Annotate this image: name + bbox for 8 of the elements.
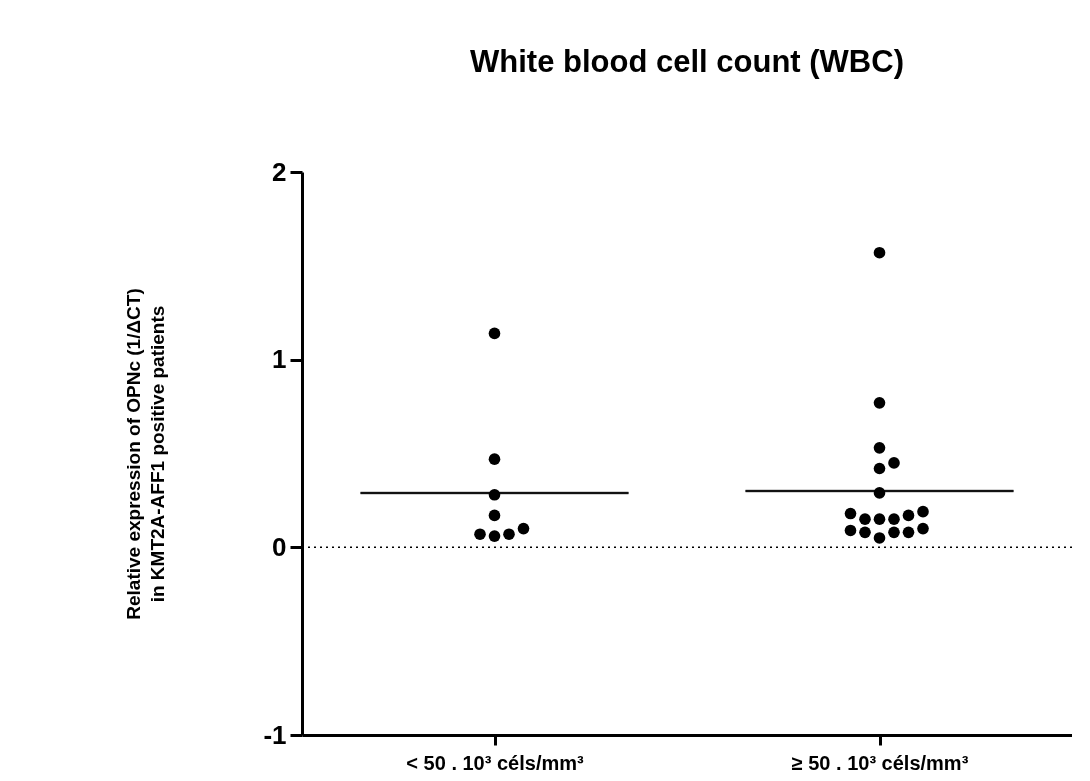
y-tick-label: 2 <box>272 156 287 187</box>
y-tick-label: 0 <box>272 531 287 562</box>
y-tick-label: -1 <box>263 719 287 750</box>
y-axis-title: Relative expression of OPNc (1/ΔCT) in KMT2A-AFF1 positive patients <box>123 288 169 620</box>
chart-title: White blood cell count (WBC) <box>470 44 904 79</box>
x-tick-label: ≥ 50 . 10³ céls/mm³ <box>791 751 969 774</box>
x-tick-label: < 50 . 10³ céls/mm³ <box>406 751 584 774</box>
y-tick-label: 1 <box>272 344 287 375</box>
